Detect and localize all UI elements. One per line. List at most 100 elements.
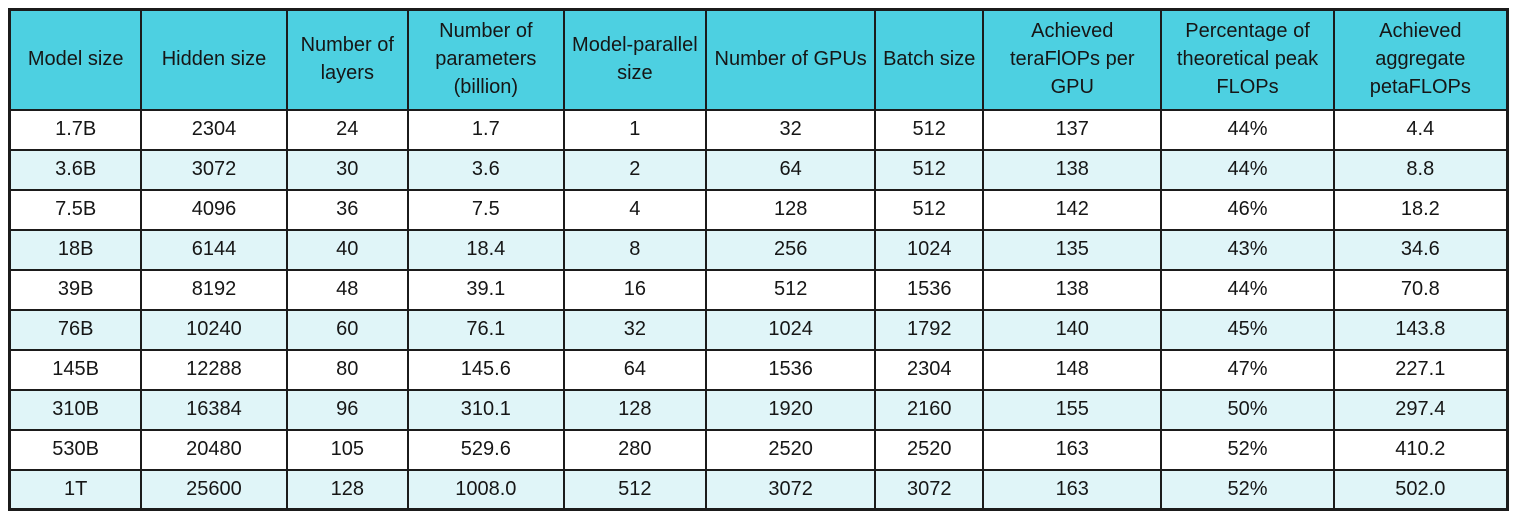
table-cell: 6144 [140, 228, 288, 271]
table-cell: 163 [982, 428, 1163, 471]
table-cell: 10240 [140, 308, 288, 351]
table-cell: 8.8 [1332, 148, 1509, 191]
column-header: Number of layers [285, 8, 409, 111]
table-row: 310B 16384 96 310.1 128 1920 2160 155 50% 297.4 [8, 388, 1509, 431]
table-cell: 44% [1160, 108, 1335, 151]
table-cell: 8192 [140, 268, 288, 311]
table-cell: 16384 [140, 388, 288, 431]
table-cell: 32 [562, 308, 708, 351]
column-header: Number of GPUs [705, 8, 877, 111]
table-cell: 1792 [874, 308, 985, 351]
table-cell: 1T [8, 468, 143, 511]
table-cell: 64 [562, 348, 708, 391]
table-cell: 52% [1160, 428, 1335, 471]
table-head: Model size Hidden size Number of layers Num… [8, 8, 1509, 111]
table-cell: 4096 [140, 188, 288, 231]
table-cell: 135 [982, 228, 1163, 271]
table-cell: 7.5 [406, 188, 565, 231]
table-cell: 310.1 [406, 388, 565, 431]
table-cell: 16 [562, 268, 708, 311]
table-cell: 142 [982, 188, 1163, 231]
table-cell: 502.0 [1332, 468, 1509, 511]
table-cell: 128 [705, 188, 877, 231]
table-cell: 155 [982, 388, 1163, 431]
table-body: 1.7B 2304 24 1.7 1 32 512 137 44% 4.4 3.6B 3072 30 3.… [8, 108, 1509, 511]
table-cell: 52% [1160, 468, 1335, 511]
table-cell: 1008.0 [406, 468, 565, 511]
table-cell: 39.1 [406, 268, 565, 311]
table-cell: 7.5B [8, 188, 143, 231]
table-cell: 512 [562, 468, 708, 511]
table-cell: 512 [874, 148, 985, 191]
table-cell: 143.8 [1332, 308, 1509, 351]
table-cell: 12288 [140, 348, 288, 391]
table-cell: 410.2 [1332, 428, 1509, 471]
table-row: 3.6B 3072 30 3.6 2 64 512 138 44% 8.8 [8, 148, 1509, 191]
table-cell: 1024 [705, 308, 877, 351]
column-header: Hidden size [140, 8, 288, 111]
table-cell: 4.4 [1332, 108, 1509, 151]
table-cell: 50% [1160, 388, 1335, 431]
table-cell: 227.1 [1332, 348, 1509, 391]
table-cell: 20480 [140, 428, 288, 471]
column-header: Model size [8, 8, 143, 111]
column-header: Batch size [874, 8, 985, 111]
table-cell: 30 [285, 148, 409, 191]
table-cell: 297.4 [1332, 388, 1509, 431]
table-row: 76B 10240 60 76.1 32 1024 1792 140 45% 143.8 [8, 308, 1509, 351]
table-cell: 256 [705, 228, 877, 271]
table-cell: 24 [285, 108, 409, 151]
table-cell: 138 [982, 268, 1163, 311]
table-cell: 70.8 [1332, 268, 1509, 311]
table-cell: 3072 [705, 468, 877, 511]
table-cell: 1024 [874, 228, 985, 271]
table-cell: 512 [874, 188, 985, 231]
table-cell: 8 [562, 228, 708, 271]
table-cell: 39B [8, 268, 143, 311]
table-row: 145B 12288 80 145.6 64 1536 2304 148 47% 227.1 [8, 348, 1509, 391]
table-cell: 4 [562, 188, 708, 231]
table-cell: 2304 [874, 348, 985, 391]
table-cell: 310B [8, 388, 143, 431]
table-row: 1.7B 2304 24 1.7 1 32 512 137 44% 4.4 [8, 108, 1509, 151]
table-row: 18B 6144 40 18.4 8 256 1024 135 43% 34.6 [8, 228, 1509, 271]
table-cell: 512 [705, 268, 877, 311]
table-cell: 105 [285, 428, 409, 471]
table-cell: 1 [562, 108, 708, 151]
table-cell: 280 [562, 428, 708, 471]
table-cell: 76.1 [406, 308, 565, 351]
table-cell: 60 [285, 308, 409, 351]
table-cell: 2520 [874, 428, 985, 471]
table-row: 1T 25600 128 1008.0 512 3072 3072 163 52% 502.0 [8, 468, 1509, 511]
column-header: Achieved teraFlOPs per GPU [982, 8, 1163, 111]
table-cell: 3072 [874, 468, 985, 511]
table-cell: 44% [1160, 268, 1335, 311]
column-header: Percentage of theoretical peak FLOPs [1160, 8, 1335, 111]
table-cell: 3072 [140, 148, 288, 191]
table-cell: 1536 [874, 268, 985, 311]
table-cell: 512 [874, 108, 985, 151]
table-cell: 40 [285, 228, 409, 271]
table-cell: 25600 [140, 468, 288, 511]
column-header: Model-parallel size [562, 8, 708, 111]
table-cell: 2520 [705, 428, 877, 471]
table-cell: 80 [285, 348, 409, 391]
table-cell: 1.7B [8, 108, 143, 151]
table-cell: 163 [982, 468, 1163, 511]
table-cell: 18B [8, 228, 143, 271]
table-cell: 47% [1160, 348, 1335, 391]
table-row: 39B 8192 48 39.1 16 512 1536 138 44% 70.8 [8, 268, 1509, 311]
table-cell: 2 [562, 148, 708, 191]
table-row: 7.5B 4096 36 7.5 4 128 512 142 46% 18.2 [8, 188, 1509, 231]
table-cell: 148 [982, 348, 1163, 391]
table-cell: 18.4 [406, 228, 565, 271]
table-cell: 530B [8, 428, 143, 471]
table-cell: 128 [562, 388, 708, 431]
table-cell: 137 [982, 108, 1163, 151]
table-cell: 96 [285, 388, 409, 431]
table-cell: 32 [705, 108, 877, 151]
table-cell: 1536 [705, 348, 877, 391]
table-cell: 2304 [140, 108, 288, 151]
table-cell: 1920 [705, 388, 877, 431]
table-cell: 46% [1160, 188, 1335, 231]
